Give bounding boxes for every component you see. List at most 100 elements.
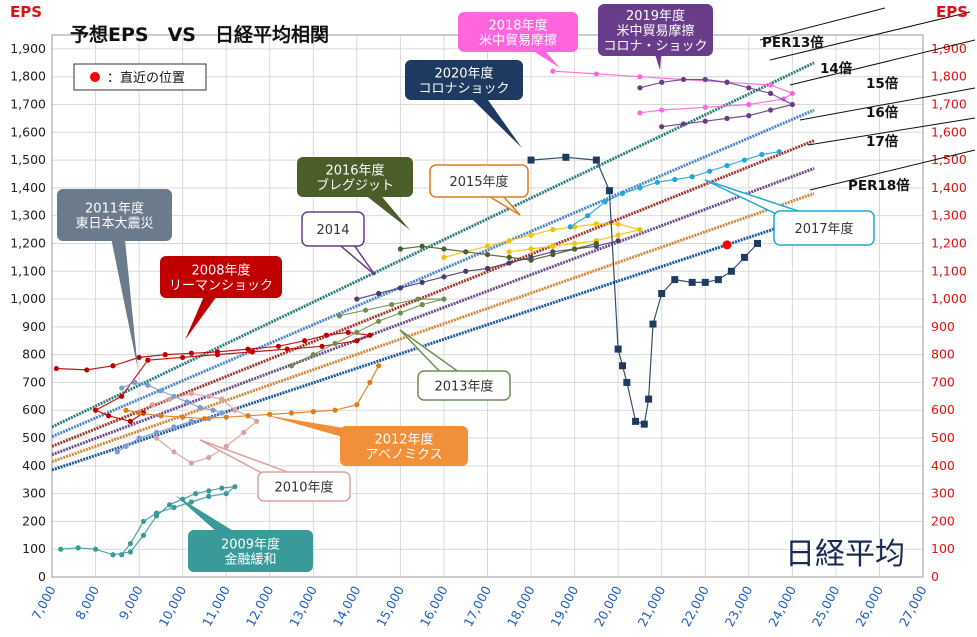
series-point: [397, 310, 403, 316]
y-tick-label-right: 600: [931, 402, 955, 417]
y-tick-label-left: 300: [22, 486, 46, 501]
series-point: [419, 243, 425, 249]
series-point: [776, 149, 782, 155]
per-leader-line: [809, 149, 976, 191]
series-point: [680, 76, 687, 83]
series-point: [106, 413, 112, 419]
series-point: [123, 443, 129, 449]
series-line: [530, 156, 758, 425]
series-point: [484, 251, 491, 258]
series-point: [441, 274, 447, 280]
per-label: PER13倍: [762, 34, 824, 51]
x-tick-label: 13,000: [286, 583, 320, 629]
series-point: [310, 352, 316, 358]
series-point: [127, 541, 133, 547]
series-group: [441, 221, 643, 260]
data-series: [53, 68, 795, 558]
series-point: [619, 362, 627, 370]
series-point: [140, 518, 147, 525]
y-tick-label-right: 800: [931, 347, 955, 362]
series-line: [552, 70, 794, 114]
annotation-text: 2018年度米中貿易摩擦: [479, 18, 557, 49]
annotation-text: 2015年度: [449, 174, 508, 190]
chart-title: 予想EPS VS 日経平均相関: [70, 23, 329, 46]
series-point: [659, 107, 665, 113]
series-group: [123, 363, 382, 422]
series-point: [332, 407, 338, 413]
x-axis-label: 日経平均: [785, 537, 905, 572]
series-point: [153, 429, 160, 436]
series-point: [506, 249, 512, 255]
series-point: [746, 113, 752, 119]
series-point: [593, 221, 599, 227]
annotation-box: [340, 426, 468, 466]
annotation-text: 2016年度ブレグジット: [316, 163, 394, 194]
series-point: [354, 402, 360, 408]
series-point: [149, 402, 155, 408]
series-point: [702, 118, 708, 124]
series-point: [397, 246, 403, 252]
series-point: [310, 409, 316, 415]
y-tick-label-left: 1,600: [10, 124, 46, 139]
series-point: [702, 104, 708, 110]
series-point: [441, 296, 447, 302]
x-tick-label: 16,000: [417, 583, 451, 629]
y-tick-label-right: 500: [931, 430, 955, 445]
per-leader-line: [789, 39, 976, 86]
annotation-callout: 2010年度: [199, 439, 351, 502]
series-point: [245, 346, 251, 352]
y-axis-label-right: EPS: [936, 3, 968, 21]
y-tick-label-left: 1,800: [10, 69, 46, 84]
annotation-box: [598, 4, 713, 56]
per-line: [51, 214, 815, 472]
series-point: [767, 90, 774, 96]
annotation-pointer: [106, 213, 138, 370]
series-point: [136, 410, 142, 416]
series-point: [376, 290, 382, 297]
annotation-callout: 2009年度金融緩和: [175, 495, 313, 572]
series-group: [288, 296, 447, 369]
series-group: [550, 68, 795, 116]
series-point: [645, 395, 653, 403]
series-point: [223, 414, 229, 420]
series-point: [162, 352, 168, 358]
series-point: [114, 449, 120, 455]
series-point: [649, 320, 657, 328]
series-point: [188, 390, 194, 397]
series-point: [206, 488, 212, 494]
series-point: [746, 85, 752, 91]
series-point: [123, 407, 129, 413]
series-point: [376, 363, 382, 369]
series-point: [528, 232, 534, 238]
annotation-box: [297, 157, 413, 197]
series-point: [153, 435, 160, 441]
series-group: [58, 484, 238, 558]
series-point: [206, 393, 212, 399]
annotation-text: 2012年度アベノミクス: [365, 432, 442, 463]
series-point: [637, 226, 643, 233]
series-point: [441, 254, 447, 260]
series-group: [527, 153, 762, 428]
per-leader-line: [769, 11, 971, 61]
y-tick-label-right: 400: [931, 458, 955, 473]
series-point: [506, 260, 512, 266]
y-tick-label-left: 1,400: [10, 180, 46, 195]
series-point: [145, 382, 151, 388]
series-point: [184, 399, 190, 405]
series-point: [284, 346, 290, 352]
series-point: [354, 338, 360, 344]
annotation-text: 2009年度金融緩和: [221, 537, 280, 568]
series-point: [605, 187, 613, 195]
y-tick-label-left: 700: [22, 374, 46, 389]
series-point: [707, 168, 713, 174]
per-leader-line: [799, 87, 976, 121]
series-group: [567, 149, 782, 230]
annotation-callout: 2017年度: [704, 179, 875, 246]
series-point: [180, 354, 186, 361]
annotation-callout: 2008年度リーマンショック: [160, 256, 282, 340]
series-point: [550, 226, 556, 233]
series-point: [201, 415, 208, 422]
x-tick-label: 20,000: [591, 583, 625, 629]
annotation-text: 2010年度: [274, 480, 333, 496]
annotation-box: [773, 210, 875, 246]
